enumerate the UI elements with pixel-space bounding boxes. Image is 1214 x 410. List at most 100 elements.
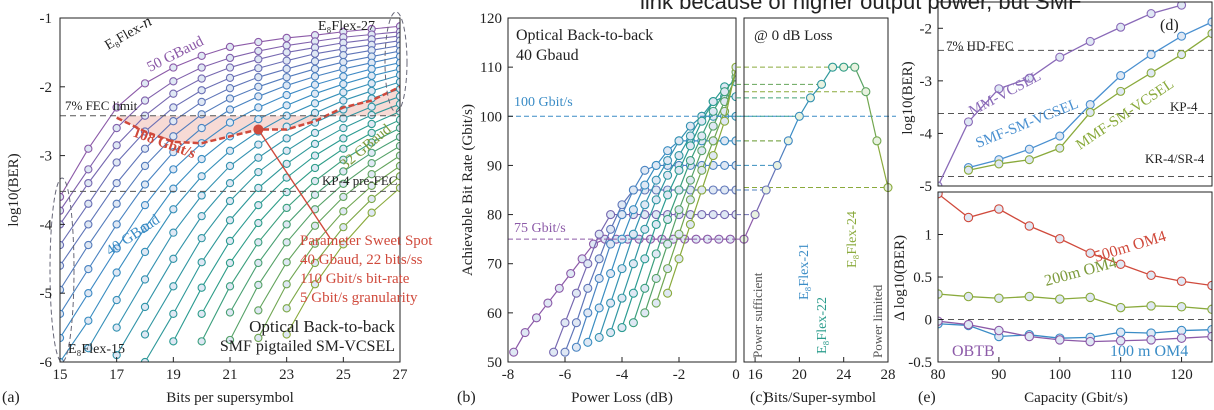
series-a-6-group [60,52,400,318]
series-d-1-marker [1146,50,1156,60]
series-a-4-marker [197,97,206,107]
series-d-1-marker [1085,99,1095,110]
series-a-12-marker [197,234,206,243]
series-e-1-marker [938,289,943,299]
series-a-7-marker [140,200,150,210]
series-d-0-marker [1146,9,1156,19]
x-tick-label: 15 [53,367,68,383]
panel-a-plot [60,22,400,362]
series-b-9-marker [640,308,650,318]
series-b-3-marker [594,273,604,284]
y-tick-label: -5 [920,179,933,195]
y-tick-label: 110 [480,60,502,76]
x-tick-label: 100 [1049,367,1072,383]
series-a-11-marker [140,302,150,312]
series-b-8-marker [628,318,638,328]
series-a-13-marker [310,139,320,149]
series-a-6-marker [254,92,263,101]
series-b-5-marker [606,298,616,308]
x-axis-label: Bits per supersymbol [166,390,294,406]
series-b-4-marker [583,337,593,347]
x-axis-label: Bits/Super-symbol [764,390,876,406]
series-a-6-marker [310,72,320,81]
x-tick-label: 90 [991,367,1006,383]
series-a-1-marker [197,63,206,72]
series-b-9-marker [685,175,695,185]
series-e-1-marker [1207,304,1212,315]
series-a-19-marker [310,221,320,230]
series-c-marker [772,160,782,170]
series-b-8-marker [640,283,650,293]
series-e-1-line [938,293,1212,310]
series-a-9-line [87,74,400,349]
baud40-label: 40 GBaud [103,212,163,260]
series-a-12-marker [140,330,150,339]
series-b-3-marker [731,160,736,170]
series-a-13-line [144,103,400,362]
series-a-13-marker [339,123,348,133]
series-b-4-marker [628,205,638,215]
series-c-marker [861,87,871,97]
series-a-8-marker [367,71,376,80]
y-tick-label: 120 [480,11,503,27]
series-b-6-marker [651,195,661,205]
x-tick-label: -6 [559,367,572,383]
series-a-14-marker [339,134,348,143]
series-b-2-marker [731,185,736,195]
y-tick-label: -5 [40,286,53,302]
series-b-9-marker [708,121,718,131]
series-b-2-marker [594,254,604,264]
series-b-0-marker [577,254,587,264]
series-a-10-marker [140,275,150,284]
series-b-8-marker [651,249,661,259]
series-d-2-marker [1207,28,1212,39]
series-a-8-marker [282,101,291,110]
series-a-17-marker [367,148,376,157]
series-c-marker [850,62,860,72]
y-tick-label: 90 [487,158,502,174]
series-e-0-marker [1085,248,1095,258]
series-c-marker [839,62,849,72]
obtb-label: OBTB [952,343,995,360]
series-a-8-marker [112,268,121,277]
series-a-9-marker [140,247,150,257]
series-b-4-marker [640,180,650,190]
x-tick-label: -4 [616,367,629,383]
series-a-2-marker [112,141,121,150]
series-b-6-marker [606,327,616,338]
series-c-marker [828,62,838,72]
sweet-title: Parameter Sweet Spot [300,233,433,249]
series-a-1-marker [225,53,235,63]
series-d-2-marker [1024,155,1034,165]
x-tick-label: 110 [1110,367,1132,383]
series-b-2-marker [606,224,616,234]
series-a-8-marker [169,184,178,193]
series-b-7-group [617,77,736,333]
series-a-10-marker [339,96,348,105]
series-d-0-marker [1177,2,1187,10]
series-d-1-marker [1055,131,1065,141]
series-b-10-marker [708,136,718,146]
y-tick-label: -2 [40,80,53,96]
series-b-5-marker [594,332,604,342]
series-e-1-marker [1055,294,1065,304]
series-b-8-line [632,76,736,323]
y-tick-label: -2 [920,21,933,37]
y-tick-label: -3 [920,74,933,90]
sweet-arrow [257,129,331,239]
series-e-1-group [938,289,1212,315]
series-d-1-marker [1207,17,1212,27]
header-fragment: link because of higher output power, but… [640,0,1081,14]
series-a-13-marker [197,258,206,267]
series-a-3-marker [282,56,291,65]
series-d-0-marker [963,117,973,127]
series-a-4-marker [254,73,263,82]
series-b-6-marker [640,224,650,234]
series-b-6-marker [628,259,638,269]
sweet-point [253,124,264,135]
series-c-marker [805,93,816,103]
series-b-11-marker [720,116,730,126]
series-a-20-marker [310,239,320,248]
series-b-7-marker [640,254,650,264]
series-b-11-group [663,62,736,298]
